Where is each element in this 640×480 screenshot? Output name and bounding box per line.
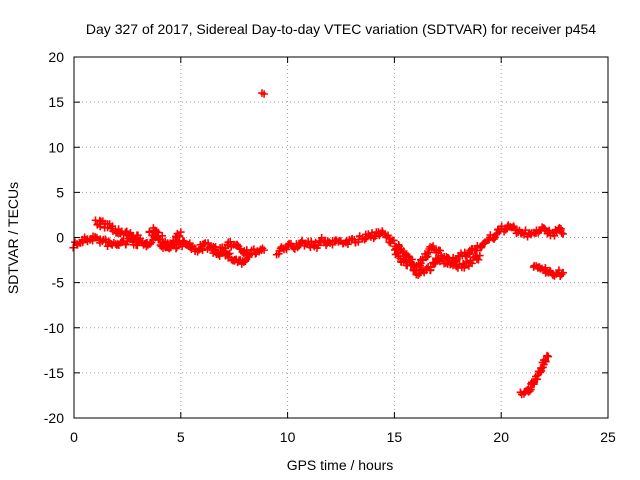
data-point xyxy=(344,240,352,249)
y-tick-label: 5 xyxy=(56,184,64,200)
y-tick-labels: -20 -15 -10 -5 0 5 10 15 20 xyxy=(44,49,64,426)
data-point xyxy=(208,244,216,253)
y-tick-label: 20 xyxy=(48,49,64,65)
data-point xyxy=(170,240,179,248)
data-point xyxy=(438,253,446,262)
series-arc-a-dip xyxy=(207,244,253,268)
data-point xyxy=(282,245,291,254)
data-point xyxy=(559,230,567,238)
data-point xyxy=(407,261,416,269)
x-tick-labels: 0 5 10 15 20 25 xyxy=(70,429,616,445)
data-point xyxy=(371,232,379,241)
data-point xyxy=(167,243,175,252)
data-point xyxy=(148,231,156,240)
series-arc-c xyxy=(509,222,567,241)
data-point xyxy=(430,260,439,268)
data-point xyxy=(399,247,408,255)
data-point xyxy=(226,238,235,246)
y-axis-label: SDTVAR / TECUs xyxy=(5,182,21,294)
data-point xyxy=(411,266,419,275)
data-point xyxy=(521,226,530,234)
chart-title: Day 327 of 2017, Sidereal Day-to-day VTE… xyxy=(86,21,596,37)
data-point xyxy=(242,255,251,264)
data-point xyxy=(260,90,268,98)
data-point xyxy=(426,263,435,271)
data-point xyxy=(133,241,142,250)
data-point xyxy=(136,234,145,243)
y-tick-label: 10 xyxy=(48,139,64,155)
data-point xyxy=(390,236,398,245)
x-axis-label: GPS time / hours xyxy=(287,457,394,473)
axis-ticks xyxy=(73,56,609,419)
y-tick-label: -10 xyxy=(44,320,64,336)
data-point xyxy=(404,252,413,261)
y-tick-label: -5 xyxy=(52,275,65,291)
series-arc-d xyxy=(529,261,567,280)
data-point xyxy=(497,222,506,230)
x-tick-label: 10 xyxy=(280,429,296,445)
x-tick-label: 15 xyxy=(387,429,403,445)
data-point xyxy=(69,243,78,252)
data-point xyxy=(555,266,563,274)
data-point xyxy=(177,228,185,236)
y-tick-label: 15 xyxy=(48,94,64,110)
data-point xyxy=(354,238,363,246)
data-point xyxy=(476,251,484,260)
data-points xyxy=(69,89,567,399)
series-arc-a-lower xyxy=(145,224,185,253)
data-point xyxy=(260,246,268,254)
data-point xyxy=(225,249,234,258)
x-tick-label: 0 xyxy=(70,429,78,445)
data-point xyxy=(474,255,483,264)
series-arc-b-lower xyxy=(390,244,484,280)
series-arc-a-upper xyxy=(91,216,145,245)
data-point xyxy=(544,352,552,361)
data-point xyxy=(550,231,559,240)
series-arc-e xyxy=(516,351,552,399)
data-point xyxy=(468,259,476,268)
data-point xyxy=(436,246,444,255)
data-point xyxy=(449,253,457,262)
series-outlier xyxy=(258,89,268,98)
x-tick-label: 25 xyxy=(600,429,616,445)
y-tick-label: -20 xyxy=(44,410,64,426)
data-point xyxy=(559,268,567,277)
y-tick-label: 0 xyxy=(56,230,64,246)
x-tick-label: 5 xyxy=(177,429,185,445)
y-tick-label: -15 xyxy=(44,365,64,381)
data-point xyxy=(158,231,167,240)
x-tick-label: 20 xyxy=(493,429,509,445)
data-point xyxy=(541,357,550,365)
series-arc-a xyxy=(69,228,268,260)
data-point xyxy=(245,251,253,260)
